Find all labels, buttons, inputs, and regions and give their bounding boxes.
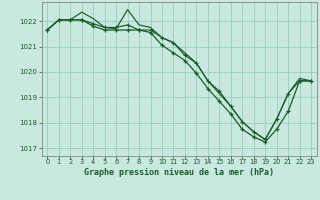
X-axis label: Graphe pression niveau de la mer (hPa): Graphe pression niveau de la mer (hPa) xyxy=(84,168,274,177)
